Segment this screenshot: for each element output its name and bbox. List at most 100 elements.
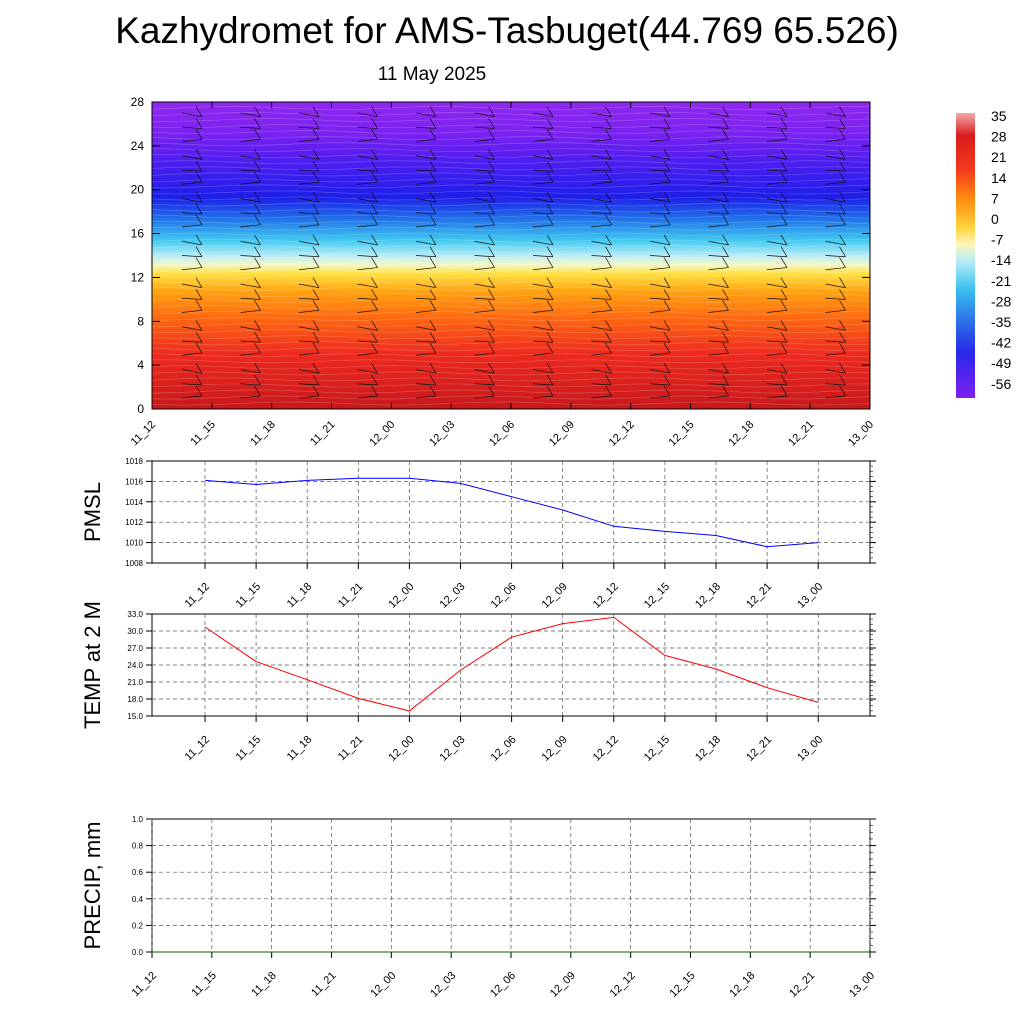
y-tick-label: 21.0: [127, 678, 143, 687]
wind-barb-flag: [312, 246, 320, 257]
wind-barb-flag: [312, 363, 320, 374]
isotherm-line: [152, 172, 870, 177]
wind-barb-flag: [663, 191, 671, 203]
isotherm-line: [152, 311, 870, 316]
wind-barb: [298, 224, 320, 228]
wind-barb: [181, 267, 203, 271]
wind-barb-flag: [722, 385, 729, 397]
wind-barb: [532, 383, 554, 386]
x-tick-label: 11_21: [309, 970, 339, 1000]
wind-barb-flag: [488, 342, 495, 354]
x-tick-label: 12_03: [438, 581, 468, 611]
wind-barb-flag: [839, 161, 846, 172]
x-tick-label: 12_09: [540, 734, 570, 764]
wind-barb: [181, 255, 203, 258]
wind-barb: [591, 297, 612, 300]
y-tick-label: 1010: [125, 539, 143, 548]
wind-barb: [532, 352, 554, 356]
wind-barb: [532, 395, 554, 399]
wind-barb: [708, 383, 729, 386]
x-tick-label: 12_18: [727, 970, 757, 1000]
x-tick-label: 11_18: [285, 734, 315, 764]
wind-barb-flag: [663, 385, 671, 397]
wind-barb: [357, 352, 378, 356]
wind-barb-flag: [254, 149, 261, 160]
isotherm-line: [152, 371, 870, 376]
wind-barb: [181, 383, 203, 386]
colorbar-label: -42: [991, 335, 1011, 351]
wind-barb-flag: [898, 278, 904, 288]
wind-barb: [474, 198, 495, 203]
wind-barb: [474, 340, 495, 343]
wind-barb: [591, 198, 612, 203]
colorbar-label: -14: [991, 252, 1011, 268]
wind-barb: [181, 198, 203, 203]
wind-barb-flag: [898, 149, 904, 159]
wind-barb: [591, 224, 612, 228]
wind-barb-flag: [371, 332, 378, 343]
wind-barb: [825, 212, 846, 215]
wind-barb-flag: [371, 385, 378, 397]
isotherm-line: [152, 142, 870, 147]
x-tick-label: 11_18: [249, 970, 279, 1000]
wind-barb: [240, 255, 261, 258]
isotherm-line: [152, 383, 870, 388]
wind-barb: [766, 138, 788, 142]
x-tick-label: 12_06: [488, 970, 518, 1000]
y-tick-label: 30.0: [127, 627, 143, 636]
wind-barb: [240, 267, 261, 271]
wind-barb-flag: [429, 129, 437, 140]
x-tick-label: 11_15: [189, 970, 219, 1000]
wind-barb: [884, 370, 904, 374]
wind-barb-flag: [429, 203, 437, 215]
wind-barb: [240, 169, 261, 172]
wind-barb-flag: [780, 106, 788, 117]
wind-barb: [415, 155, 437, 160]
wind-barb: [766, 395, 788, 399]
wind-barb: [649, 240, 671, 246]
wind-barb: [884, 127, 904, 128]
wind-barb: [825, 198, 846, 203]
wind-barb: [181, 169, 203, 172]
isotherm-line: [152, 130, 870, 135]
wind-barb: [240, 126, 261, 129]
wind-barb-flag: [722, 342, 729, 354]
isotherm-line: [152, 178, 870, 183]
wind-barb: [884, 298, 904, 299]
x-tick-label: 12_09: [540, 581, 570, 611]
wind-barb: [708, 255, 729, 258]
wind-barb-flag: [546, 257, 554, 268]
y-tick-label: 1012: [125, 518, 143, 527]
wind-barb-flag: [839, 214, 846, 225]
wind-barb-flag: [663, 374, 671, 386]
wind-barb: [884, 139, 904, 141]
wind-barb-flag: [780, 332, 788, 343]
wind-barb: [357, 198, 378, 203]
wind-barb: [532, 240, 554, 246]
wind-barb-flag: [312, 214, 320, 225]
wind-barb: [649, 255, 671, 258]
wind-barb-flag: [312, 149, 320, 160]
wind-barb-flag: [605, 320, 612, 331]
wind-barb: [884, 284, 904, 288]
wind-barb-flag: [312, 257, 320, 268]
isotherm-line: [152, 136, 870, 141]
wind-barb-flag: [780, 342, 788, 354]
y-tick-label: 0.2: [132, 921, 144, 930]
wind-barb-flag: [839, 191, 846, 203]
wind-barb-flag: [371, 300, 378, 311]
wind-barb: [181, 352, 203, 356]
wind-barb: [884, 225, 904, 227]
wind-barb: [708, 240, 729, 246]
wind-barb-flag: [839, 203, 846, 215]
wind-barb: [532, 267, 554, 271]
wind-barb-flag: [722, 234, 729, 246]
wind-barb-flag: [312, 300, 320, 311]
wind-barb-flag: [371, 203, 378, 215]
x-tick-label: 12_12: [591, 734, 621, 764]
y-axis-title: PMSL: [80, 482, 105, 542]
wind-barb-flag: [780, 149, 788, 160]
x-tick-label: 13_00: [795, 734, 825, 764]
wind-barb-flag: [605, 161, 612, 172]
wind-barb-flag: [488, 385, 495, 397]
